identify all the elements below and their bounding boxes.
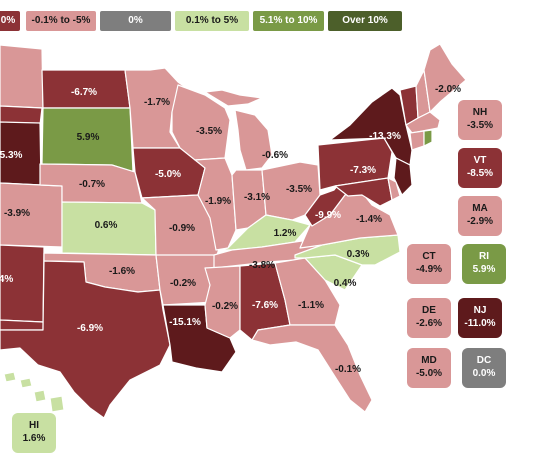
callout-abbr: MD bbox=[421, 355, 437, 366]
callout-abbr: HI bbox=[29, 420, 39, 431]
legend-item-zero: 0% bbox=[100, 11, 171, 31]
state-texas bbox=[0, 260, 171, 419]
map-label-sd: 5.9% bbox=[77, 132, 100, 143]
callout-value: -3.5% bbox=[466, 120, 494, 131]
callout-value: -2.6% bbox=[415, 318, 443, 329]
legend-item-decline: 0% bbox=[0, 11, 20, 31]
callout-vt: VT -8.5% bbox=[458, 148, 502, 188]
map-label-ms: -0.2% bbox=[212, 301, 238, 312]
map-label-fl: -0.1% bbox=[335, 364, 361, 375]
legend-item-slight-decline: -0.1% to -5% bbox=[26, 11, 96, 31]
state-maine bbox=[423, 43, 467, 113]
map-label-wv: -9.9% bbox=[315, 210, 341, 221]
state-michigan-up bbox=[204, 89, 263, 107]
map-label-la: -15.1% bbox=[169, 317, 201, 328]
map-label-ar: -0.2% bbox=[170, 278, 196, 289]
callout-de: DE -2.6% bbox=[407, 298, 451, 338]
callout-md: MD -5.0% bbox=[407, 348, 451, 388]
callout-abbr: DE bbox=[422, 305, 436, 316]
state-rhode-island bbox=[423, 129, 433, 147]
map-label-co: -3.9% bbox=[4, 208, 30, 219]
callout-ri: RI 5.9% bbox=[462, 244, 506, 284]
map-label-tn: -3.8% bbox=[249, 260, 275, 271]
map-label-nd: -6.7% bbox=[71, 87, 97, 98]
map-label-sc: 0.4% bbox=[334, 278, 357, 289]
legend-item-strong-growth: Over 10% bbox=[328, 11, 402, 31]
map-label-pa: -7.3% bbox=[350, 165, 376, 176]
callout-ct: CT -4.9% bbox=[407, 244, 451, 284]
callout-abbr: MA bbox=[472, 203, 488, 214]
map-label-ok: -1.6% bbox=[109, 266, 135, 277]
map-label-al: -7.6% bbox=[252, 300, 278, 311]
callout-dc: DC 0.0% bbox=[462, 348, 506, 388]
callout-abbr: NH bbox=[472, 107, 488, 118]
callout-ma: MA -2.9% bbox=[458, 196, 502, 236]
callout-abbr: RI bbox=[479, 251, 489, 262]
map-label-oh: -3.5% bbox=[286, 184, 312, 195]
state-arkansas bbox=[155, 254, 216, 306]
map-label-in: -3.1% bbox=[244, 192, 270, 203]
callout-value: 0.0% bbox=[472, 368, 496, 379]
state-hawaii-island-4 bbox=[49, 395, 65, 413]
map-label-wi: -3.5% bbox=[196, 126, 222, 137]
map-label-il: -1.9% bbox=[205, 196, 231, 207]
map-label-az: 4% bbox=[0, 274, 13, 285]
map-label-ny: -13.3% bbox=[369, 131, 401, 142]
map-label-nc: 0.3% bbox=[347, 249, 370, 260]
map-label-ga: -1.1% bbox=[298, 300, 324, 311]
legend-item-growth: 5.1% to 10% bbox=[253, 11, 324, 31]
state-hawaii-island-1 bbox=[3, 371, 17, 383]
state-delaware bbox=[387, 177, 401, 201]
map-label-va: -1.4% bbox=[356, 214, 382, 225]
map-label-mn: -1.7% bbox=[144, 97, 170, 108]
callout-value: -8.5% bbox=[466, 168, 494, 179]
state-new-jersey bbox=[393, 157, 413, 196]
callout-nj: NJ -11.0% bbox=[458, 298, 502, 338]
map-label-wy: 5.3% bbox=[0, 150, 23, 161]
map-label-ky: 1.2% bbox=[274, 228, 297, 239]
callout-value: -4.9% bbox=[415, 264, 443, 275]
map-label-mi: -0.6% bbox=[262, 150, 288, 161]
callout-abbr: NJ bbox=[473, 305, 487, 316]
state-hawaii-island-2 bbox=[19, 377, 33, 389]
map-label-ks: 0.6% bbox=[95, 220, 118, 231]
callout-value: -2.9% bbox=[466, 216, 494, 227]
state-montana bbox=[0, 44, 44, 109]
state-new-mexico bbox=[0, 319, 44, 331]
callout-value: 1.6% bbox=[22, 433, 46, 444]
callout-value: -5.0% bbox=[415, 368, 443, 379]
state-michigan bbox=[234, 109, 273, 171]
state-connecticut bbox=[409, 130, 425, 151]
callout-hi: HI 1.6% bbox=[12, 413, 56, 453]
callout-abbr: DC bbox=[476, 355, 492, 366]
map-label-ne: -0.7% bbox=[79, 179, 105, 190]
state-florida bbox=[251, 324, 373, 413]
map-label-me: -2.0% bbox=[435, 84, 461, 95]
callout-value: 5.9% bbox=[472, 264, 496, 275]
callout-abbr: CT bbox=[422, 251, 436, 262]
map-label-ia: -5.0% bbox=[155, 169, 181, 180]
callout-abbr: VT bbox=[473, 155, 487, 166]
map-label-tx: -6.9% bbox=[77, 323, 103, 334]
map-label-mo: -0.9% bbox=[169, 223, 195, 234]
legend-item-slight-growth: 0.1% to 5% bbox=[175, 11, 249, 31]
callout-value: -11.0% bbox=[464, 318, 496, 329]
callout-nh: NH -3.5% bbox=[458, 100, 502, 140]
state-hawaii-island-3 bbox=[33, 389, 47, 403]
